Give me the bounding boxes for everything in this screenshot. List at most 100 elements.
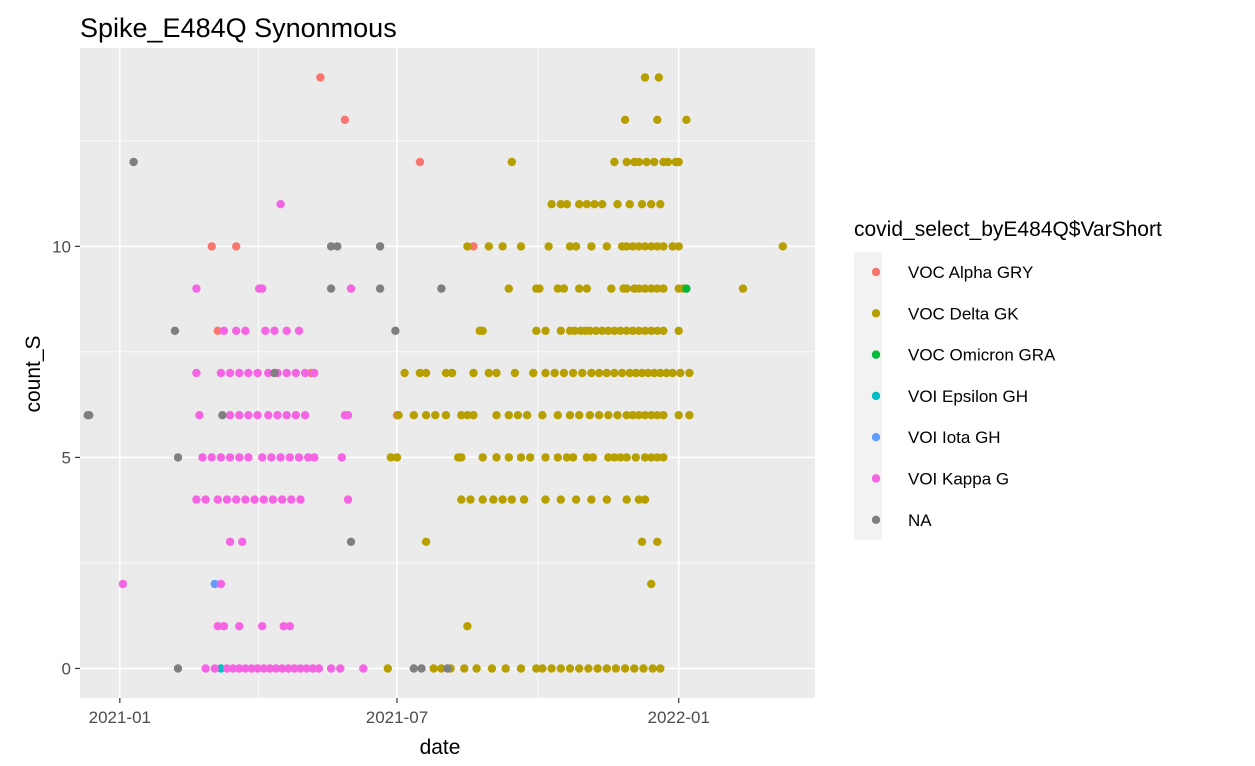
- data-point: [232, 326, 241, 335]
- y-axis-ticks: 0 5 10: [52, 237, 80, 678]
- series-voi-kappa-g: [118, 200, 368, 673]
- data-point: [232, 242, 241, 251]
- data-point: [610, 368, 619, 378]
- data-point: [588, 453, 598, 462]
- data-point: [210, 664, 219, 673]
- legend-key: [871, 474, 881, 483]
- data-point: [219, 622, 229, 631]
- data-point: [575, 200, 584, 209]
- data-point: [647, 200, 656, 209]
- data-point: [478, 453, 487, 462]
- data-point: [562, 200, 572, 209]
- legend-items: VOC Alpha GRY VOC Delta GK VOC Omicron GRA…: [854, 252, 1056, 540]
- data-point: [457, 411, 466, 420]
- data-point: [668, 242, 677, 251]
- data-point: [409, 411, 418, 420]
- data-point: [383, 664, 392, 673]
- data-point: [538, 411, 547, 420]
- data-point: [634, 326, 644, 335]
- data-point: [610, 326, 619, 335]
- data-point: [550, 368, 559, 378]
- data-point: [647, 453, 656, 462]
- data-point: [129, 157, 138, 167]
- chart-title: Spike_E484Q Synonmous: [80, 13, 397, 43]
- data-point: [604, 411, 613, 420]
- legend-key: [871, 433, 881, 442]
- data-point: [674, 411, 683, 420]
- data-point: [628, 242, 637, 251]
- data-point: [273, 411, 282, 420]
- data-point: [659, 284, 668, 293]
- data-point: [647, 326, 656, 335]
- data-point: [647, 284, 656, 293]
- data-point: [602, 242, 611, 251]
- data-point: [392, 453, 402, 462]
- data-point: [653, 326, 662, 335]
- data-point: [270, 326, 279, 335]
- data-point: [571, 242, 581, 251]
- data-point: [253, 664, 262, 673]
- data-point: [622, 284, 631, 293]
- data-point: [264, 368, 273, 378]
- data-point: [647, 579, 656, 589]
- data-point: [346, 537, 356, 546]
- data-point: [326, 284, 336, 293]
- series-voi-iota-gh: [210, 579, 219, 589]
- legend: covid_select_byE484Q$VarShort VOC Alpha …: [854, 218, 1162, 540]
- data-point: [285, 453, 294, 462]
- series-voc-omicron-gra: [682, 284, 691, 293]
- data-point: [261, 326, 270, 335]
- data-point: [443, 664, 452, 673]
- data-point: [267, 453, 276, 462]
- data-point: [616, 326, 625, 335]
- data-point: [192, 368, 201, 378]
- data-point: [650, 157, 659, 167]
- data-point: [336, 664, 345, 673]
- data-point: [613, 411, 622, 420]
- data-point: [526, 453, 535, 462]
- data-point: [616, 453, 625, 462]
- legend-label: VOC Omicron GRA: [908, 346, 1056, 365]
- legend-title: covid_select_byE484Q$VarShort: [854, 218, 1162, 241]
- data-point: [457, 495, 466, 504]
- data-point: [192, 495, 201, 504]
- data-point: [571, 495, 581, 504]
- data-point: [268, 495, 278, 504]
- series-voc-delta-gk: [383, 73, 787, 673]
- data-point: [244, 453, 253, 462]
- data-point: [213, 495, 222, 504]
- data-point: [602, 495, 611, 504]
- data-point: [640, 73, 650, 82]
- data-point: [516, 453, 526, 462]
- data-point: [282, 368, 291, 378]
- data-point: [195, 411, 204, 420]
- data-point: [541, 368, 550, 378]
- data-point: [216, 579, 226, 589]
- data-point: [173, 453, 183, 462]
- data-point: [504, 411, 513, 420]
- data-point: [535, 284, 544, 293]
- data-point: [277, 495, 287, 504]
- data-point: [489, 495, 498, 504]
- data-point: [634, 242, 644, 251]
- data-point: [504, 284, 513, 293]
- data-point: [302, 664, 311, 673]
- data-point: [639, 664, 648, 673]
- data-point: [225, 537, 235, 546]
- data-point: [559, 284, 569, 293]
- data-point: [656, 368, 665, 378]
- data-point: [282, 326, 291, 335]
- data-point: [541, 495, 550, 504]
- data-point: [441, 368, 451, 378]
- data-point: [587, 368, 596, 378]
- data-point: [631, 368, 640, 378]
- data-point: [640, 453, 650, 462]
- data-point: [469, 411, 478, 420]
- data-point: [587, 495, 596, 504]
- data-point: [565, 664, 575, 673]
- data-point: [656, 664, 665, 673]
- data-point: [296, 495, 305, 504]
- data-point: [653, 537, 662, 546]
- data-point: [235, 453, 244, 462]
- data-point: [565, 242, 575, 251]
